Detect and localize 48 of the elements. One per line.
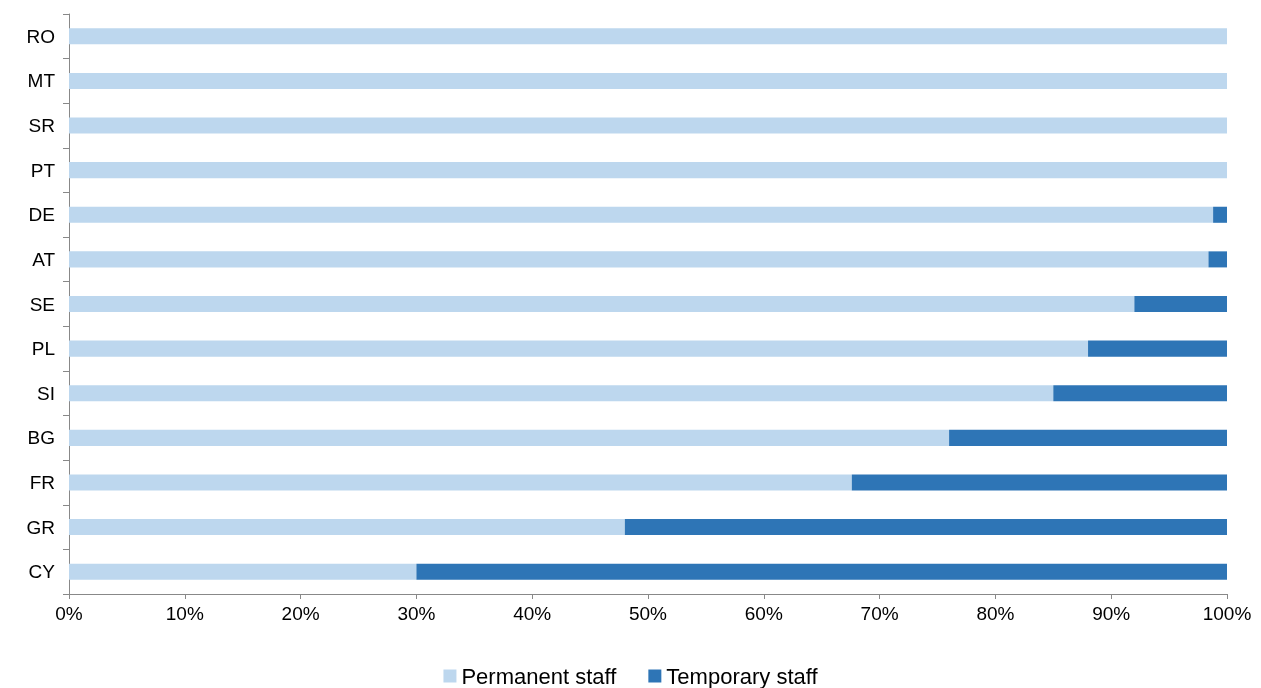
x-tick-label: 60% [744, 603, 783, 624]
y-tick-label: CY [28, 561, 56, 583]
bar [1088, 340, 1227, 357]
bar [69, 28, 1227, 45]
y-tick-label: GR [26, 516, 55, 538]
x-tick-label: 40% [513, 603, 552, 624]
x-tick-label: 80% [976, 603, 1015, 624]
bar [69, 474, 852, 491]
bar [69, 206, 1214, 223]
bar [69, 519, 625, 536]
x-tick-label: 50% [628, 603, 668, 624]
y-tick-label: SE [29, 293, 55, 315]
bar [69, 251, 1209, 268]
x-tick-label: 90% [1092, 603, 1131, 624]
bar [1213, 206, 1227, 223]
y-tick-label: BG [27, 427, 55, 449]
legend-label: Permanent staff [461, 663, 618, 688]
y-tick-label: AT [32, 248, 56, 270]
bar [69, 429, 950, 446]
y-tick-label: FR [29, 471, 55, 493]
bar [949, 429, 1227, 446]
bar [69, 72, 1227, 89]
bar [1208, 251, 1227, 268]
bar [69, 295, 1135, 313]
legend-label: Temporary staff [666, 663, 819, 688]
x-tick-label: 20% [281, 603, 320, 624]
y-tick-label: DE [28, 204, 55, 226]
y-tick-label: PL [31, 338, 55, 360]
bar [416, 563, 1227, 580]
bar [69, 162, 1227, 179]
bar [1053, 385, 1227, 402]
bar [69, 385, 1054, 402]
bar [69, 117, 1227, 134]
x-tick-label: 70% [860, 603, 899, 624]
y-tick-label: SR [28, 115, 55, 137]
bar [69, 563, 417, 580]
x-tick-label: 0% [55, 603, 83, 624]
bar [69, 340, 1089, 357]
y-tick-label: MT [27, 70, 56, 92]
y-tick-label: PT [30, 159, 56, 181]
x-tick-label: 30% [397, 603, 436, 624]
bar [1134, 295, 1227, 313]
y-tick-label: SI [37, 382, 55, 404]
x-tick-label: 100% [1202, 603, 1252, 624]
bar [624, 519, 1227, 536]
y-tick-label: RO [26, 25, 55, 47]
x-tick-label: 10% [165, 603, 204, 624]
bar [851, 474, 1227, 491]
